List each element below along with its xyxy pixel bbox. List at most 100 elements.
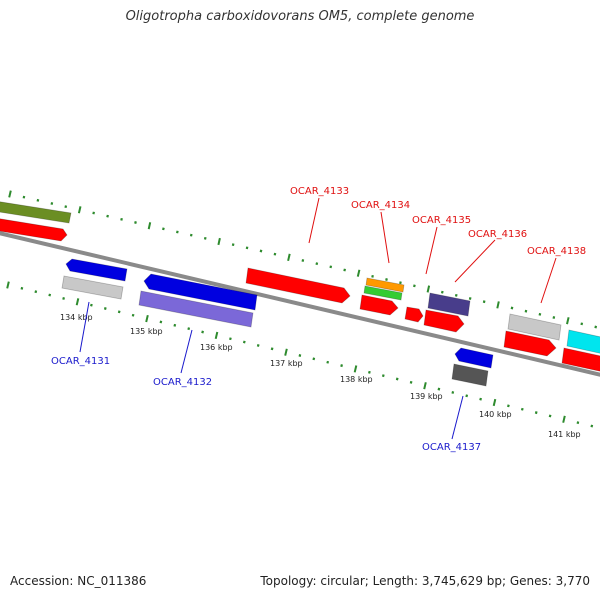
- ruler-label: 135 kbp: [130, 327, 163, 336]
- gene-label-reverse[interactable]: OCAR_4132: [153, 377, 212, 388]
- major-tick: [426, 285, 431, 293]
- minor-tick: [187, 327, 191, 331]
- minor-tick: [273, 252, 277, 256]
- minor-tick: [580, 322, 584, 326]
- gene-orange-ocar-4134[interactable]: [365, 277, 405, 293]
- minor-tick: [590, 424, 594, 428]
- gene-green[interactable]: [363, 285, 403, 301]
- minor-tick: [371, 274, 374, 278]
- ruler-label: 137 kbp: [270, 359, 303, 368]
- genome-title: Oligotropha carboxidovorans OM5, complet…: [125, 9, 475, 24]
- gene-blue-ocar-4131[interactable]: [65, 258, 128, 282]
- minor-tick: [326, 360, 330, 364]
- gene-label-forward[interactable]: OCAR_4133: [290, 186, 349, 197]
- major-tick: [356, 269, 361, 277]
- gene-olive[interactable]: [0, 201, 72, 224]
- minor-tick: [231, 243, 235, 247]
- minor-tick: [413, 284, 416, 288]
- ruler-label: 136 kbp: [200, 343, 233, 352]
- minor-tick: [201, 330, 204, 334]
- gene-label-forward[interactable]: OCAR_4136: [468, 229, 527, 240]
- minor-tick: [507, 404, 510, 408]
- major-tick: [145, 314, 149, 323]
- major-tick: [284, 348, 288, 356]
- gene-label-reverse[interactable]: OCAR_4137: [422, 442, 481, 453]
- gene-slate-blue[interactable]: [138, 290, 254, 328]
- minor-tick: [368, 370, 371, 374]
- major-tick: [492, 398, 497, 407]
- major-tick: [214, 331, 219, 340]
- major-tick: [287, 253, 291, 262]
- minor-tick: [117, 310, 121, 314]
- gene-red-small[interactable]: [404, 306, 424, 323]
- gene-red-ocar-4135[interactable]: [359, 294, 399, 316]
- gene-blue-ocar-4137[interactable]: [454, 347, 494, 369]
- minor-tick: [189, 233, 193, 237]
- minor-tick: [270, 347, 274, 351]
- minor-tick: [301, 259, 305, 262]
- minor-tick: [90, 303, 93, 307]
- ruler-label: 141 kbp: [548, 430, 581, 439]
- gene-gray-reverse[interactable]: [61, 275, 124, 300]
- minor-tick: [548, 414, 552, 418]
- gene-red-forward[interactable]: [0, 218, 68, 242]
- minor-tick: [34, 290, 38, 294]
- gene-red-ocar-4138[interactable]: [503, 330, 557, 357]
- gene-red-edge[interactable]: [561, 347, 600, 373]
- gene-dark-slate-ocar-4136[interactable]: [427, 292, 471, 317]
- gene-labels: OCAR_4133 OCAR_4134 OCAR_4135 OCAR_4136 …: [51, 186, 586, 453]
- minor-tick: [92, 211, 95, 215]
- gene-red-forward-2[interactable]: [423, 309, 465, 333]
- major-tick: [423, 382, 427, 390]
- major-tick: [6, 281, 10, 289]
- major-tick: [566, 317, 570, 325]
- minor-tick: [385, 278, 388, 281]
- gene-gray-ocar-4138[interactable]: [507, 313, 562, 341]
- ruler-label: 140 kbp: [479, 410, 512, 419]
- gene-red-ocar-4133[interactable]: [245, 267, 351, 304]
- ruler-label: 139 kbp: [410, 392, 443, 401]
- accession-label: Accession: NC_011386: [10, 574, 147, 588]
- major-tick: [496, 301, 500, 309]
- gene-blue-ocar-4132[interactable]: [143, 273, 258, 311]
- minor-tick: [131, 313, 135, 317]
- major-tick: [77, 206, 82, 214]
- minor-tick: [242, 340, 246, 344]
- minor-tick: [48, 293, 52, 297]
- minor-tick: [440, 290, 444, 294]
- minor-tick: [229, 337, 232, 341]
- minor-tick: [176, 230, 179, 234]
- major-tick: [147, 222, 152, 230]
- minor-tick: [524, 309, 528, 313]
- minor-tick: [479, 397, 482, 401]
- minor-tick: [173, 323, 177, 327]
- minor-tick: [395, 377, 399, 381]
- minor-tick: [259, 249, 263, 253]
- major-tick: [8, 190, 12, 198]
- minor-tick: [340, 364, 343, 368]
- minor-tick: [162, 227, 165, 231]
- gene-features: [0, 201, 600, 387]
- major-tick: [353, 365, 358, 373]
- minor-tick: [468, 297, 472, 300]
- gene-label-forward[interactable]: OCAR_4135: [412, 215, 471, 226]
- genome-summary-label: Topology: circular; Length: 3,745,629 bp…: [260, 574, 590, 588]
- forward-tick-track: [8, 190, 598, 329]
- gene-dark-gray[interactable]: [451, 363, 489, 387]
- minor-tick: [409, 380, 413, 384]
- gene-label-reverse[interactable]: OCAR_4131: [51, 356, 110, 367]
- minor-tick: [106, 214, 109, 218]
- minor-tick: [315, 262, 319, 266]
- minor-tick: [22, 195, 26, 199]
- gene-label-forward[interactable]: OCAR_4138: [527, 246, 586, 257]
- major-tick: [75, 298, 80, 306]
- ruler-label: 138 kbp: [340, 375, 373, 384]
- gene-label-forward[interactable]: OCAR_4134: [351, 200, 410, 211]
- minor-tick: [381, 374, 385, 378]
- gene-cyan[interactable]: [566, 329, 600, 355]
- major-tick: [562, 415, 566, 423]
- minor-tick: [120, 217, 123, 221]
- minor-tick: [399, 281, 402, 285]
